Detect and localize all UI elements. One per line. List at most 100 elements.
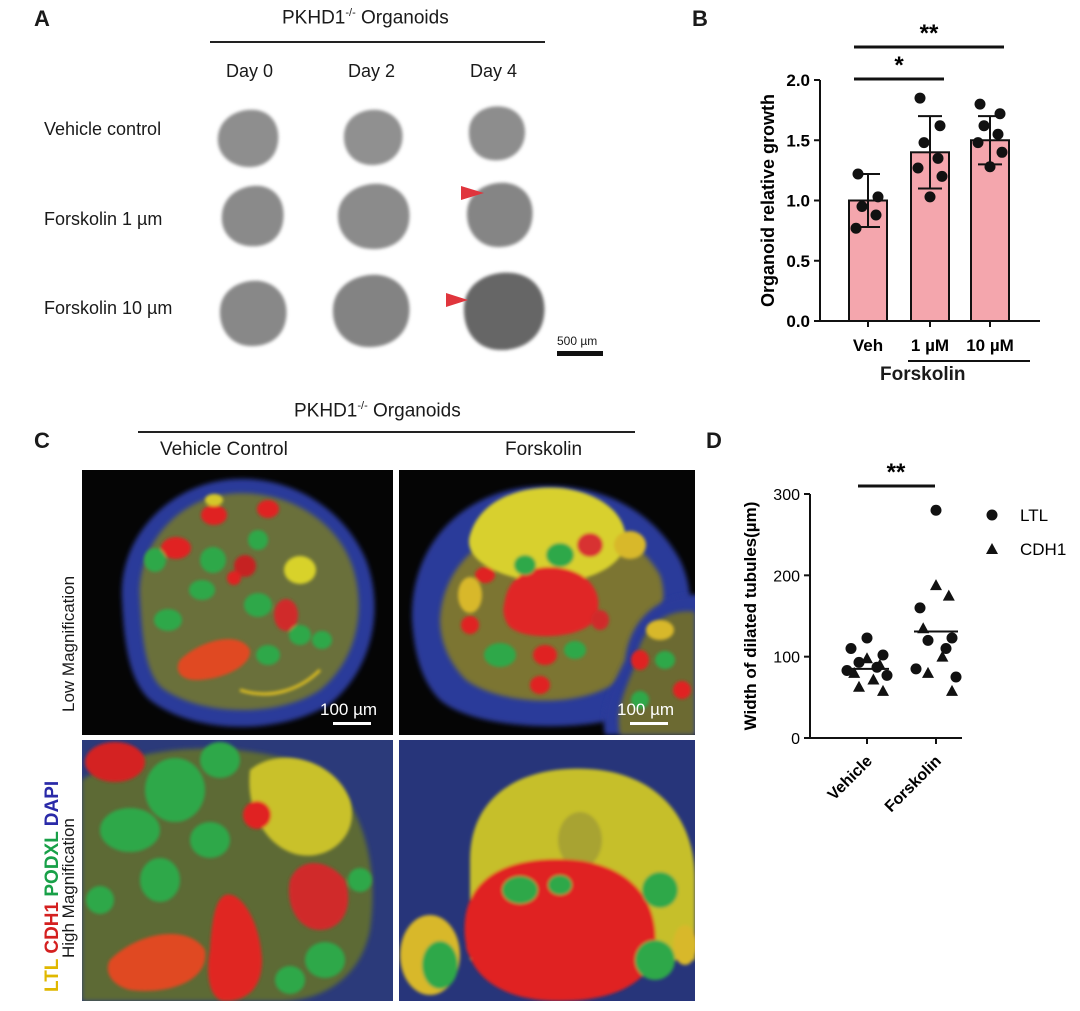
b-point-0-1 xyxy=(872,191,884,203)
d-point-LTL-1-2 xyxy=(946,632,958,644)
organoid-fsk10-day2 xyxy=(332,274,410,348)
red-arrowhead-fsk1 xyxy=(461,186,484,200)
d-point-LTL-0-2 xyxy=(877,649,889,661)
b-point-2-5 xyxy=(996,146,1008,158)
b-xtick-label-0: Veh xyxy=(853,336,883,355)
scale-bar-100-forskolin xyxy=(630,722,668,725)
b-point-0-0 xyxy=(852,168,864,180)
b-ytick-label-0: 0.0 xyxy=(786,312,810,331)
b-ytick-label-1: 0.5 xyxy=(786,252,810,271)
image-low-vehicle xyxy=(82,470,393,735)
d-point-CDH1-1-5 xyxy=(946,684,958,696)
b-point-0-4 xyxy=(850,222,862,234)
col-header-day2: Day 2 xyxy=(348,61,396,81)
b-point-2-4 xyxy=(972,137,984,149)
panel-a-title-underline xyxy=(210,41,545,43)
d-ytick-label-3: 300 xyxy=(773,487,800,504)
b-ytick-label-4: 2.0 xyxy=(786,71,810,90)
organoid-fsk1-day4 xyxy=(466,182,533,248)
b-point-1-4 xyxy=(912,162,924,174)
organoid-grid xyxy=(217,106,603,356)
d-point-LTL-1-1 xyxy=(914,602,926,614)
organoid-fsk1-day0 xyxy=(221,185,284,247)
d-point-CDH1-0-1 xyxy=(873,658,886,670)
d-legend-marker-CDH1 xyxy=(986,543,998,554)
d-point-LTL-1-3 xyxy=(922,634,934,646)
d-point-LTL-1-4 xyxy=(940,643,952,655)
b-sig-label-0: * xyxy=(894,52,904,79)
b-point-1-1 xyxy=(934,120,946,132)
b-point-2-1 xyxy=(994,108,1006,120)
d-point-LTL-0-0 xyxy=(861,632,873,644)
b-sig-label-1: ** xyxy=(920,20,939,47)
d-legend-label-LTL: LTL xyxy=(1020,506,1048,525)
b-point-2-3 xyxy=(992,128,1004,140)
d-ytick-label-0: 0 xyxy=(791,731,800,748)
panel-d-label: D xyxy=(706,428,722,453)
scale-bar-100-forskolin-label: 100 µm xyxy=(617,700,675,719)
d-point-CDH1-1-1 xyxy=(942,589,955,601)
row-label-vehicle: Vehicle control xyxy=(44,119,162,139)
d-point-LTL-0-6 xyxy=(881,669,893,681)
forskolin-group-label: Forskolin xyxy=(880,364,966,385)
d-ytick-label-1: 100 xyxy=(773,650,800,667)
d-point-CDH1-0-4 xyxy=(853,680,865,692)
b-point-0-3 xyxy=(870,209,882,221)
panel-c-title: PKHD1-/- Organoids xyxy=(294,400,461,422)
row-label-fsk1: Forskolin 1 µm xyxy=(44,209,163,229)
d-point-CDH1-1-2 xyxy=(917,622,930,634)
d-point-CDH1-0-2 xyxy=(848,666,861,678)
scale-bar-100-vehicle-label: 100 µm xyxy=(320,700,378,719)
organoid-fsk1-day2 xyxy=(337,183,410,250)
b-ytick-label-3: 1.5 xyxy=(786,131,810,150)
d-point-CDH1-0-3 xyxy=(867,673,880,685)
organoid-vehicle-day0 xyxy=(217,109,279,168)
d-point-CDH1-0-0 xyxy=(861,652,873,664)
organoid-vehicle-day4 xyxy=(468,106,526,161)
panel-b-label: B xyxy=(692,6,708,31)
image-high-forskolin xyxy=(399,740,695,1001)
d-legend-marker-LTL xyxy=(986,509,998,521)
panel-c-title-underline xyxy=(138,431,635,433)
b-point-1-3 xyxy=(932,152,944,164)
d-y-axis-label: Width of dilated tubules(µm) xyxy=(741,502,760,731)
d-point-LTL-1-6 xyxy=(950,671,962,683)
d-point-LTL-1-0 xyxy=(930,504,942,516)
image-high-vehicle xyxy=(82,740,393,1001)
b-point-1-6 xyxy=(924,191,936,203)
b-point-1-5 xyxy=(936,170,948,182)
panel-a-title: PKHD1-/- Organoids xyxy=(282,7,449,29)
panel-a-label: A xyxy=(34,6,50,31)
b-point-0-2 xyxy=(856,201,868,213)
b-point-2-6 xyxy=(984,161,996,173)
b-point-2-2 xyxy=(978,120,990,132)
d-point-LTL-0-3 xyxy=(853,656,865,668)
scale-bar-500-label: 500 µm xyxy=(557,334,598,348)
d-point-LTL-0-5 xyxy=(841,664,853,676)
col-header-day4: Day 4 xyxy=(470,61,518,81)
tubule-width-scatter: 0 100 200 300 Width of dilated tubules(µm) Ve… xyxy=(741,459,1066,816)
d-point-CDH1-1-3 xyxy=(936,650,949,662)
b-point-1-2 xyxy=(918,137,930,149)
d-point-CDH1-1-0 xyxy=(930,579,942,591)
red-arrowhead-fsk10 xyxy=(446,293,468,307)
panel-c-label: C xyxy=(34,428,50,453)
fluorescence-image-grid xyxy=(82,470,695,1001)
b-xtick-label-1: 1 µM xyxy=(911,336,949,355)
d-xtick-label-1: Forskolin xyxy=(882,753,945,816)
organoid-fsk10-day0 xyxy=(219,280,287,347)
scale-bar-500 xyxy=(557,351,603,356)
b-y-axis-label: Organoid relative growth xyxy=(758,94,778,307)
growth-bar-chart: 0.0 0.5 1.0 1.5 2.0 Organoid relative growth V… xyxy=(758,20,1040,362)
d-xtick-label-0: Vehicle xyxy=(825,753,876,804)
d-point-LTL-0-1 xyxy=(845,643,857,655)
organoid-vehicle-day2 xyxy=(343,109,403,166)
d-legend-label-CDH1: CDH1 xyxy=(1020,540,1066,559)
col-header-day0: Day 0 xyxy=(226,61,274,81)
d-point-CDH1-0-5 xyxy=(877,684,889,696)
b-point-2-0 xyxy=(974,98,986,110)
b-xtick-label-2: 10 µM xyxy=(966,336,1014,355)
b-point-1-0 xyxy=(914,92,926,104)
d-point-CDH1-1-4 xyxy=(922,666,934,678)
d-ytick-label-2: 200 xyxy=(773,568,800,585)
